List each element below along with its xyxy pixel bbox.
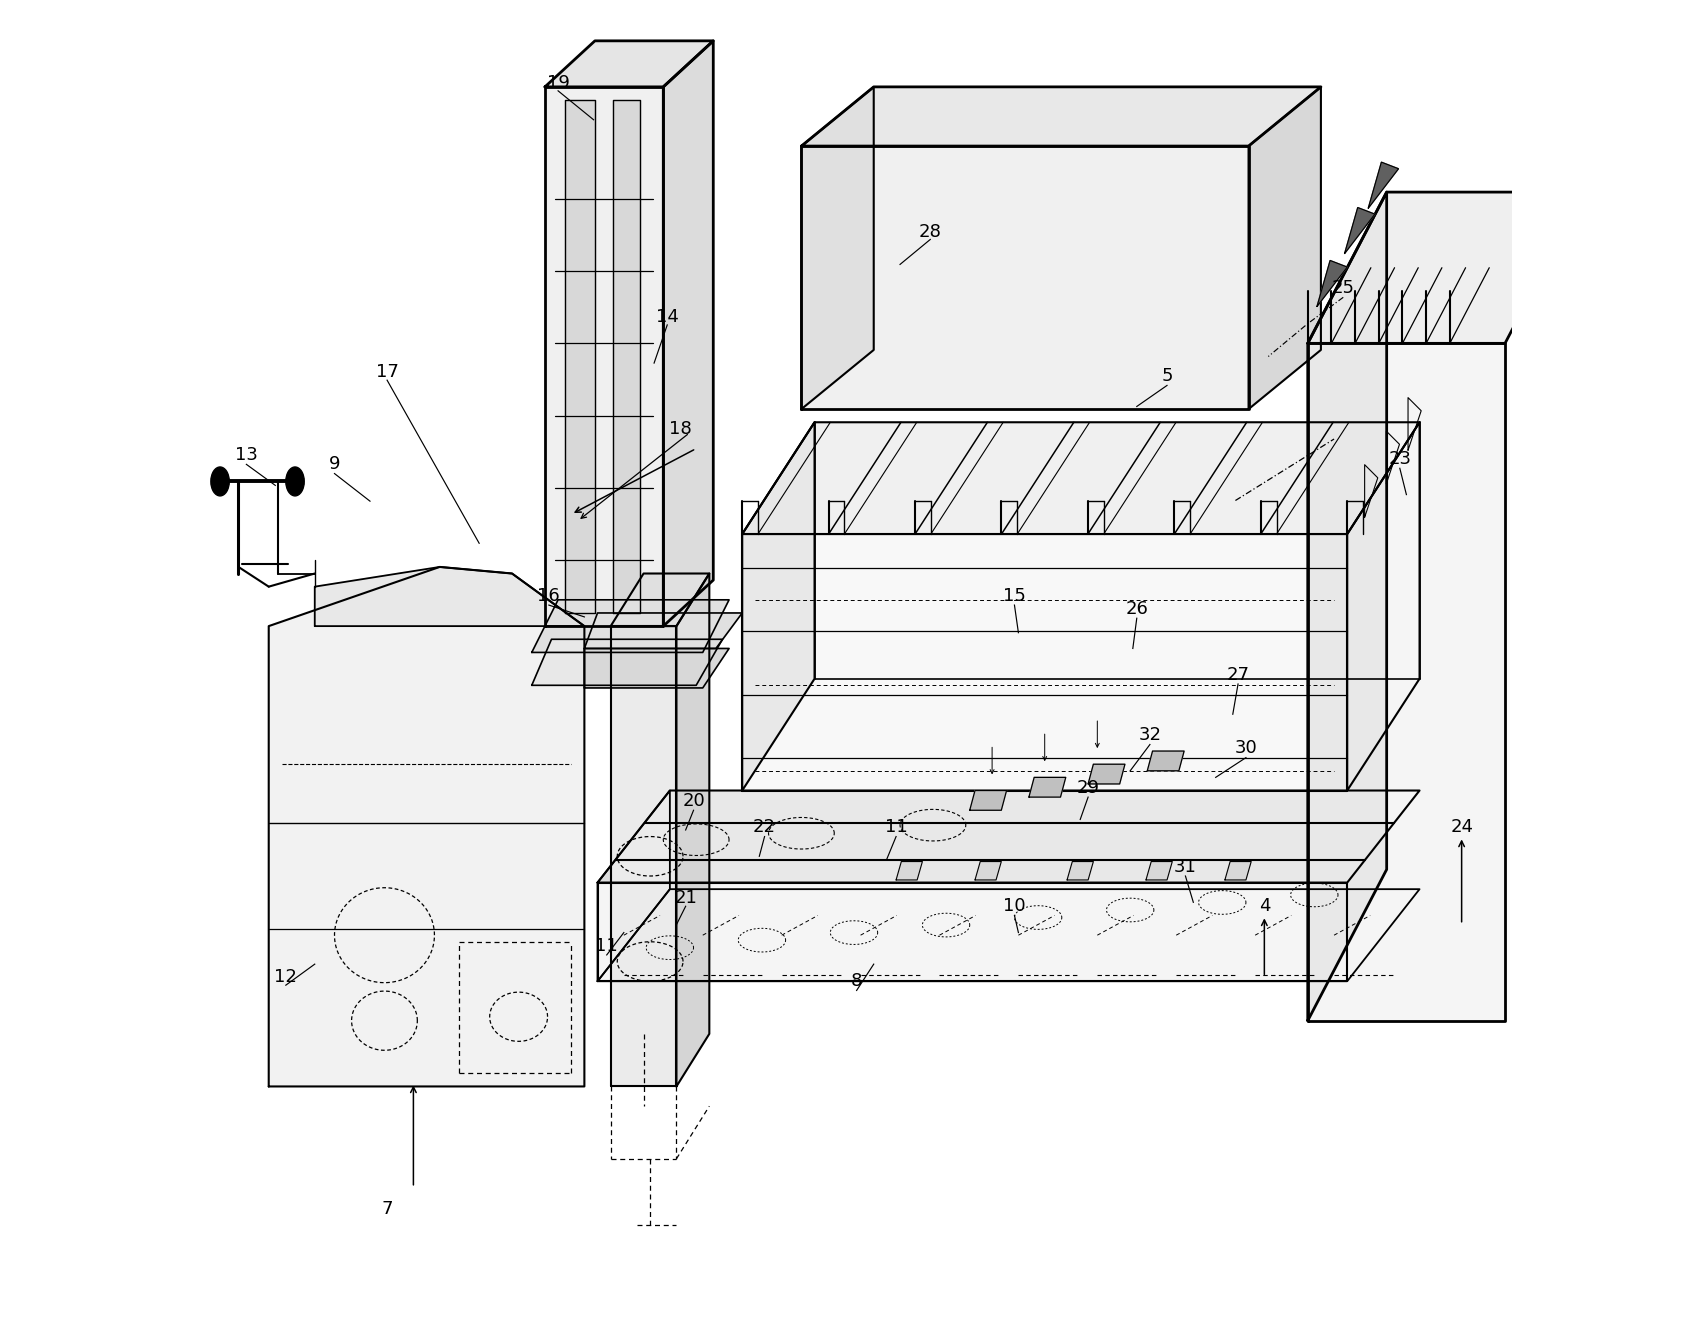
Polygon shape [597, 890, 1419, 981]
Text: 32: 32 [1139, 726, 1161, 745]
Polygon shape [1386, 431, 1398, 484]
Text: 17: 17 [376, 364, 398, 381]
Polygon shape [545, 87, 662, 626]
Text: 11: 11 [884, 818, 906, 837]
Polygon shape [1316, 261, 1347, 307]
Text: 14: 14 [655, 308, 678, 326]
Polygon shape [597, 791, 669, 981]
Polygon shape [676, 573, 708, 1086]
Polygon shape [970, 791, 1005, 811]
Text: 10: 10 [1002, 898, 1026, 915]
Text: 22: 22 [753, 818, 775, 837]
Ellipse shape [285, 467, 304, 496]
Polygon shape [584, 613, 743, 648]
Polygon shape [743, 422, 1419, 534]
Polygon shape [801, 87, 1320, 146]
Polygon shape [1147, 751, 1183, 771]
Text: 25: 25 [1331, 279, 1354, 297]
Polygon shape [1308, 344, 1504, 1020]
Text: 21: 21 [674, 890, 696, 907]
Text: 31: 31 [1173, 858, 1197, 875]
Text: 19: 19 [546, 74, 568, 92]
Polygon shape [1407, 398, 1420, 451]
Text: 16: 16 [538, 587, 560, 605]
Text: 28: 28 [918, 223, 941, 241]
Polygon shape [743, 534, 1347, 791]
Text: 20: 20 [681, 792, 705, 811]
Polygon shape [1308, 192, 1386, 1020]
Text: 27: 27 [1226, 666, 1250, 684]
Polygon shape [1087, 764, 1125, 784]
Polygon shape [1308, 192, 1582, 344]
Text: 8: 8 [850, 973, 862, 990]
Polygon shape [565, 100, 594, 613]
Polygon shape [1145, 862, 1171, 880]
Ellipse shape [210, 467, 229, 496]
Text: 12: 12 [275, 969, 297, 986]
Polygon shape [611, 573, 708, 626]
Polygon shape [545, 41, 714, 87]
Polygon shape [268, 567, 584, 1086]
Polygon shape [1343, 207, 1374, 253]
Text: 24: 24 [1449, 818, 1471, 837]
Text: 18: 18 [669, 420, 691, 438]
Text: 29: 29 [1075, 779, 1099, 797]
Polygon shape [314, 567, 584, 626]
Polygon shape [662, 41, 714, 626]
Polygon shape [1248, 87, 1320, 409]
Text: 23: 23 [1388, 449, 1410, 468]
Text: 4: 4 [1258, 898, 1270, 915]
Polygon shape [597, 883, 1347, 981]
Text: 11: 11 [596, 937, 618, 954]
Polygon shape [1364, 465, 1378, 517]
Polygon shape [801, 87, 874, 409]
Text: 9: 9 [328, 455, 340, 473]
Polygon shape [531, 600, 729, 652]
Text: 5: 5 [1161, 368, 1173, 385]
Polygon shape [1347, 422, 1419, 791]
Polygon shape [896, 862, 922, 880]
Polygon shape [597, 791, 1419, 883]
Polygon shape [1028, 778, 1065, 797]
Polygon shape [611, 626, 676, 1086]
Polygon shape [613, 100, 638, 613]
Text: 30: 30 [1234, 739, 1256, 758]
Polygon shape [743, 422, 814, 791]
Polygon shape [531, 639, 722, 685]
Polygon shape [1224, 862, 1251, 880]
Polygon shape [801, 146, 1248, 409]
Text: 26: 26 [1125, 600, 1147, 618]
Polygon shape [1067, 862, 1092, 880]
Text: 15: 15 [1002, 587, 1026, 605]
Polygon shape [1367, 162, 1398, 208]
Polygon shape [975, 862, 1000, 880]
Text: 13: 13 [236, 445, 258, 464]
Polygon shape [584, 648, 729, 688]
Text: 7: 7 [381, 1199, 393, 1218]
